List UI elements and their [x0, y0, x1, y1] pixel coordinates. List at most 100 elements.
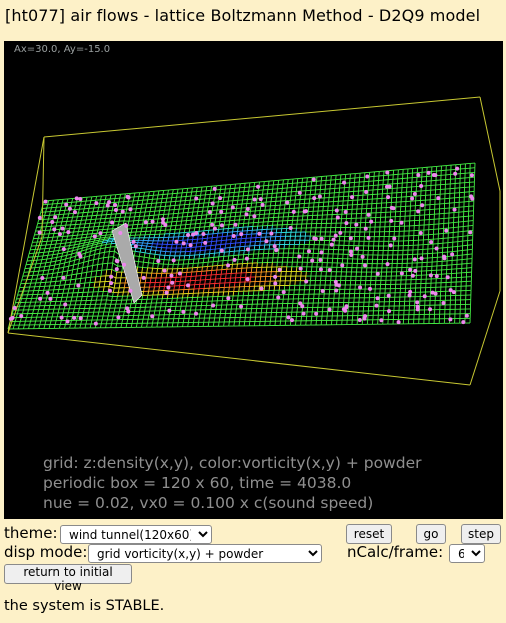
grid-line — [52, 253, 58, 256]
grid-line — [29, 321, 32, 326]
grid-line — [52, 272, 58, 274]
grid-line — [220, 247, 226, 249]
grid-line — [86, 266, 89, 273]
grid-line — [177, 289, 180, 295]
grid-line — [235, 239, 237, 244]
grid-line — [34, 245, 37, 250]
grid-line — [47, 215, 50, 220]
grid-line — [253, 186, 255, 191]
grid-line — [52, 251, 55, 255]
grid-line — [205, 270, 208, 276]
grid-line — [276, 188, 278, 194]
grid-line — [258, 249, 260, 254]
grid-line — [260, 233, 262, 238]
grid-line — [98, 222, 101, 227]
grid-line — [190, 216, 193, 221]
grid-line — [215, 244, 221, 246]
grid-line — [245, 203, 248, 208]
grid-line — [44, 320, 47, 325]
grid-line — [215, 213, 217, 219]
grid-line — [111, 262, 114, 270]
grid-line — [82, 208, 85, 213]
grid-line — [105, 241, 108, 245]
grid-line — [170, 197, 173, 202]
grid-line — [238, 215, 241, 221]
grid-line — [86, 316, 89, 321]
grid-line — [98, 240, 104, 243]
simulation-canvas[interactable]: Ax=30.0, Ay=-15.0 grid: z:density(x,y), … — [4, 41, 503, 519]
grid-line — [191, 211, 194, 217]
grid-line — [183, 285, 186, 290]
grid-line — [264, 206, 267, 211]
grid-line — [87, 287, 90, 293]
grid-line — [29, 302, 32, 307]
grid-line — [126, 295, 129, 301]
grid-line — [152, 263, 154, 269]
grid-line — [143, 215, 145, 221]
grid-line — [232, 227, 234, 232]
grid-line — [135, 323, 138, 328]
grid-line — [78, 304, 81, 309]
grid-line — [76, 316, 78, 321]
grid-line — [247, 295, 249, 301]
grid-line — [13, 321, 16, 326]
grid-line — [217, 201, 219, 207]
grid-line — [267, 185, 269, 190]
grid-line — [104, 234, 107, 238]
grid-line — [130, 228, 133, 233]
grid-line — [281, 303, 284, 309]
grid-line — [140, 204, 143, 209]
grid-line — [149, 257, 155, 260]
grid-line — [151, 323, 153, 328]
grid-line — [453, 231, 459, 233]
grid-line — [203, 313, 206, 319]
grid-line — [68, 245, 71, 249]
grid-line — [97, 263, 103, 266]
grid-line — [53, 264, 56, 270]
grid-line — [38, 286, 41, 291]
grid-line — [148, 311, 151, 316]
grid-line — [467, 244, 473, 246]
grid-line — [46, 218, 49, 223]
grid-line — [87, 227, 90, 231]
grid-line — [167, 318, 170, 323]
grid-line — [136, 200, 139, 205]
grid-line — [228, 317, 231, 322]
grid-line — [76, 231, 79, 236]
grid-line — [106, 243, 112, 245]
grid-line — [99, 235, 102, 239]
grid-line — [163, 286, 165, 291]
grid-line — [260, 308, 263, 313]
grid-line — [129, 235, 131, 239]
grid-line — [167, 237, 170, 241]
grid-line — [275, 228, 278, 233]
grid-line — [230, 268, 233, 274]
grid-line — [178, 228, 181, 234]
grid-line — [224, 278, 226, 283]
grid-line — [172, 318, 175, 323]
grid-line — [142, 262, 144, 268]
grid-line — [261, 262, 263, 268]
grid-line — [281, 188, 283, 193]
grid-line — [108, 308, 111, 313]
grid-line — [266, 225, 269, 230]
page-title: [ht077] air flows - lattice Boltzmann Me… — [5, 6, 481, 25]
grid-line — [66, 293, 69, 298]
grid-line — [13, 302, 16, 307]
grid-line — [467, 258, 473, 260]
grid-line — [43, 305, 46, 310]
grid-line — [228, 192, 230, 198]
grid-line — [146, 295, 149, 300]
grid-line — [25, 317, 27, 322]
grid-line — [227, 291, 230, 297]
grid-line — [31, 313, 34, 318]
grid-line — [271, 225, 273, 230]
grid-line — [229, 313, 232, 318]
grid-line — [462, 249, 468, 251]
grid-line — [45, 297, 48, 302]
grid-line — [180, 247, 182, 252]
grid-line — [57, 289, 60, 294]
grid-line — [54, 281, 57, 286]
grid-line — [240, 238, 242, 243]
grid-line — [188, 255, 191, 260]
